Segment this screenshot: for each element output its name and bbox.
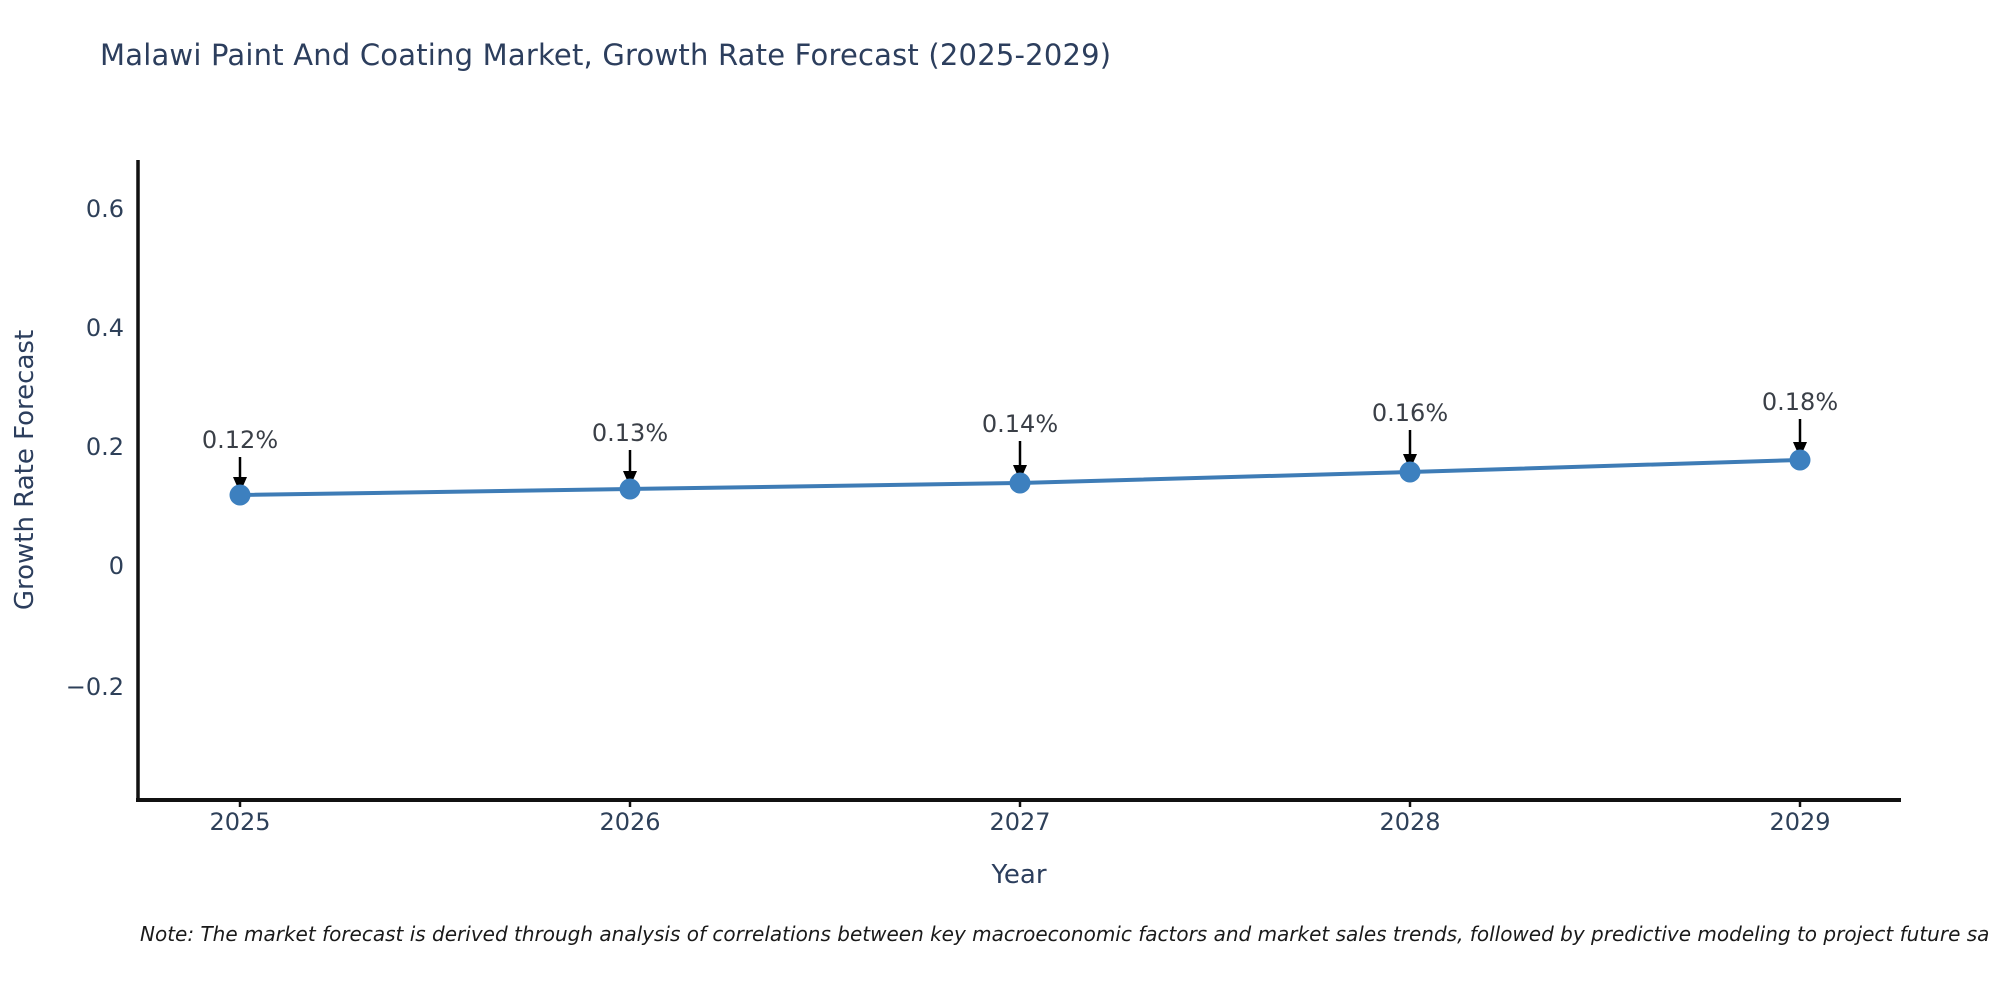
x-tick-label: 2025 (209, 808, 271, 836)
x-tick-label: 2026 (599, 808, 661, 836)
x-tick-label: 2029 (1769, 808, 1831, 836)
y-tick-label: −0.2 (65, 673, 124, 701)
footnote: Note: The market forecast is derived thr… (140, 922, 1990, 946)
data-point-marker (619, 478, 641, 500)
y-tick-label: 0.2 (85, 433, 124, 461)
y-tick-label: 0.6 (85, 195, 124, 223)
data-point-label: 0.16% (1371, 399, 1449, 427)
data-point-label: 0.12% (201, 426, 279, 454)
data-point-label: 0.14% (981, 410, 1059, 438)
data-point-marker (1009, 472, 1031, 494)
data-point-marker (229, 484, 251, 506)
x-axis-title: Year (991, 860, 1047, 890)
x-tick-label: 2028 (1379, 808, 1441, 836)
data-point-markers (229, 449, 1811, 506)
data-point-label: 0.13% (591, 419, 669, 447)
chart-title: Malawi Paint And Coating Market, Growth … (100, 38, 1112, 72)
data-point-marker (1399, 461, 1421, 483)
y-tick-label: 0 (108, 552, 124, 580)
data-point-label: 0.18% (1761, 388, 1839, 416)
x-tick-marks (238, 800, 1802, 807)
y-tick-label: 0.4 (85, 314, 124, 342)
data-point-marker (1789, 449, 1811, 471)
x-tick-label: 2027 (989, 808, 1051, 836)
